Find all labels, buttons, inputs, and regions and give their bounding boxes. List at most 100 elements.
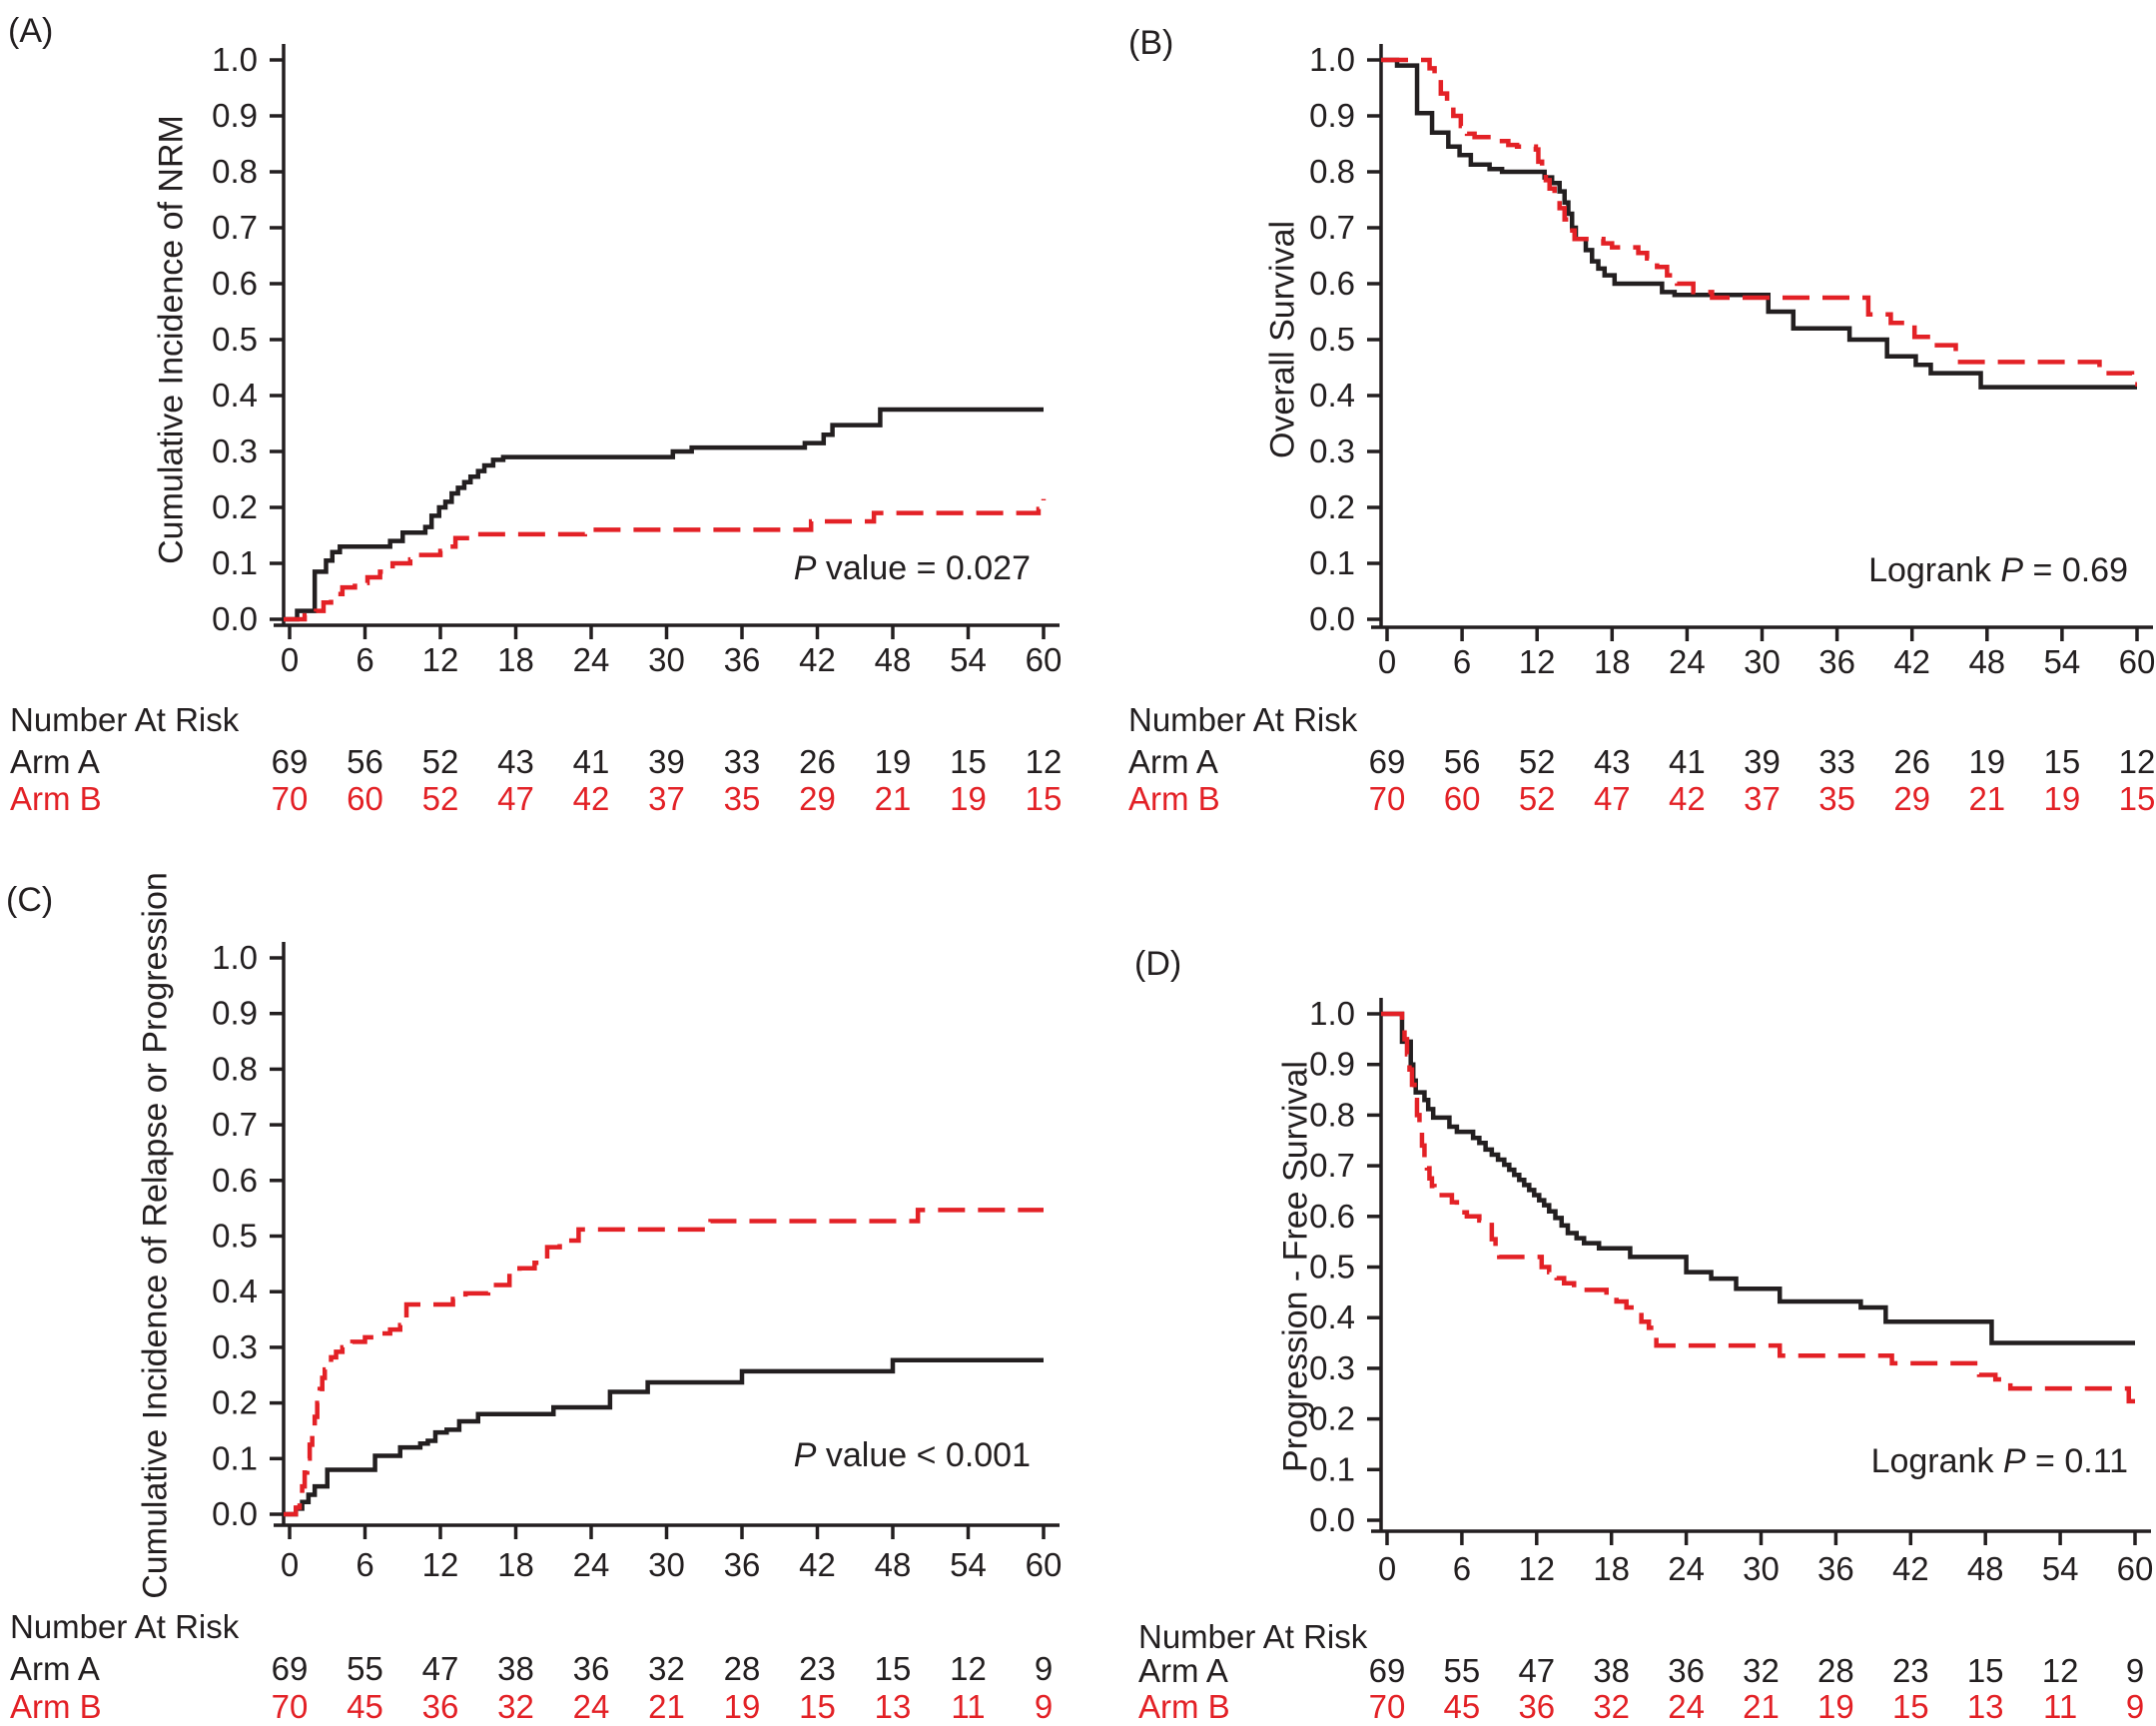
pvalue-text: = 0.69	[2023, 551, 2128, 589]
risk-count-a: 41	[572, 743, 610, 780]
risk-count-c: 55	[347, 1650, 383, 1687]
risk-count-b: 70	[1368, 780, 1406, 817]
risk-count-c: 9	[1034, 1650, 1054, 1687]
x-tick-label: 60	[1026, 1546, 1063, 1583]
risk-count-c: 15	[874, 1650, 912, 1687]
risk-count-d: 55	[1443, 1652, 1481, 1689]
x-tick-label: 54	[950, 1546, 987, 1583]
risk-count-b: 15	[2118, 780, 2156, 817]
risk-count-b: 42	[1669, 780, 1706, 817]
y-tick-label: 0.0	[1309, 1501, 1355, 1538]
y-tick-label: 0.2	[212, 488, 258, 525]
x-tick-label: 36	[1817, 1550, 1854, 1587]
y-tick-label: 0.2	[1309, 488, 1355, 525]
risk-count-c: 24	[572, 1688, 610, 1725]
x-tick-label: 12	[1519, 643, 1556, 680]
risk-count-d: 11	[2042, 1688, 2078, 1725]
y-tick-label: 0.0	[212, 600, 258, 637]
curve-arm-a-a	[284, 407, 1044, 622]
risk-count-c: 69	[271, 1650, 309, 1687]
y-tick-label: 0.6	[212, 265, 258, 302]
y-tick-label: 0.1	[212, 1439, 258, 1476]
x-tick-label: 36	[724, 641, 761, 678]
panel-c-y-axis-title: Cumulative Incidence of Relapse or Progr…	[136, 872, 175, 1599]
risk-count-d: 13	[1966, 1688, 2004, 1725]
risk-row-label-arm-a-b: Arm A	[1128, 743, 1218, 780]
risk-count-a: 19	[950, 780, 987, 817]
risk-count-c: 36	[572, 1650, 610, 1687]
y-tick-label: 0.0	[1309, 600, 1355, 637]
y-tick-label: 0.5	[1309, 1249, 1355, 1286]
risk-count-b: 52	[1518, 743, 1556, 780]
risk-count-c: 21	[648, 1688, 685, 1725]
x-tick-label: 0	[1378, 1550, 1396, 1587]
y-tick-label: 0.5	[212, 321, 258, 358]
risk-count-d: 9	[2125, 1652, 2145, 1689]
x-tick-label: 30	[1744, 643, 1781, 680]
x-tick-label: 30	[648, 1546, 685, 1583]
panel-a-pvalue-annotation: P value = 0.027	[591, 549, 1031, 588]
x-tick-label: 54	[2044, 643, 2081, 680]
y-tick-label: 1.0	[212, 41, 258, 78]
y-tick-label: 0.1	[1309, 544, 1355, 581]
risk-count-d: 15	[1966, 1652, 2004, 1689]
risk-count-b: 15	[2043, 743, 2081, 780]
risk-count-b: 33	[1818, 743, 1855, 780]
y-tick-label: 0.5	[1309, 321, 1355, 358]
x-tick-label: 30	[1743, 1550, 1780, 1587]
risk-count-b: 41	[1669, 743, 1706, 780]
x-tick-label: 18	[1593, 1550, 1630, 1587]
pvalue-italic-p: P	[793, 1436, 817, 1474]
number-at-risk-title-b: Number At Risk	[1128, 701, 1358, 738]
risk-count-a: 43	[497, 743, 534, 780]
risk-count-d: 28	[1817, 1652, 1854, 1689]
x-tick-label: 6	[1453, 1550, 1471, 1587]
x-tick-label: 24	[1668, 1550, 1705, 1587]
risk-count-d: 15	[1891, 1688, 1929, 1725]
y-tick-label: 1.0	[1309, 995, 1355, 1032]
panel-b-label: (B)	[1128, 24, 1174, 62]
curve-arm-b-c	[284, 1208, 1044, 1517]
risk-count-c: 32	[497, 1688, 534, 1725]
x-tick-label: 42	[799, 641, 836, 678]
risk-count-b: 21	[1968, 780, 2006, 817]
x-tick-label: 24	[1669, 643, 1706, 680]
risk-count-a: 47	[497, 780, 534, 817]
x-tick-label: 12	[422, 1546, 459, 1583]
risk-count-c: 13	[874, 1688, 912, 1725]
risk-count-b: 60	[1443, 780, 1481, 817]
y-tick-label: 0.2	[1309, 1400, 1355, 1437]
risk-count-a: 37	[648, 780, 685, 817]
curve-arm-b-b	[1381, 57, 2137, 388]
risk-count-d: 21	[1743, 1688, 1780, 1725]
x-tick-label: 60	[1026, 641, 1063, 678]
risk-count-d: 36	[1518, 1688, 1556, 1725]
risk-count-d: 24	[1668, 1688, 1705, 1725]
risk-count-c: 47	[421, 1650, 459, 1687]
risk-count-a: 52	[421, 780, 459, 817]
y-tick-label: 0.7	[1309, 1147, 1355, 1184]
pvalue-text: value = 0.027	[816, 549, 1031, 587]
pvalue-italic-p: P	[2002, 1442, 2026, 1480]
risk-row-label-arm-b-d: Arm B	[1138, 1688, 1230, 1725]
risk-count-a: 21	[874, 780, 912, 817]
x-tick-label: 18	[497, 1546, 534, 1583]
risk-count-a: 56	[347, 743, 383, 780]
x-tick-label: 42	[1892, 1550, 1929, 1587]
risk-count-c: 15	[799, 1688, 836, 1725]
panel-b: 1.0 0.9 0.8 0.7 0.6 0.5 0.4 0.3 0.2 0.1 0.0 0 6 12 18 2…	[1309, 41, 2155, 680]
risk-count-d: 9	[2125, 1688, 2145, 1725]
risk-count-d: 19	[1817, 1688, 1854, 1725]
y-tick-label: 0.4	[1309, 377, 1355, 414]
panel-c-pvalue-annotation: P value < 0.001	[591, 1436, 1031, 1475]
number-at-risk-title-a: Number At Risk	[10, 701, 240, 738]
risk-count-d: 69	[1368, 1652, 1406, 1689]
risk-count-a: 12	[1025, 743, 1063, 780]
y-tick-label: 0.6	[1309, 265, 1355, 302]
risk-count-c: 9	[1034, 1688, 1054, 1725]
risk-count-b: 37	[1744, 780, 1781, 817]
risk-row-label-arm-b-a: Arm B	[10, 780, 102, 817]
y-tick-label: 0.4	[212, 1273, 258, 1309]
y-tick-label: 0.7	[212, 209, 258, 246]
